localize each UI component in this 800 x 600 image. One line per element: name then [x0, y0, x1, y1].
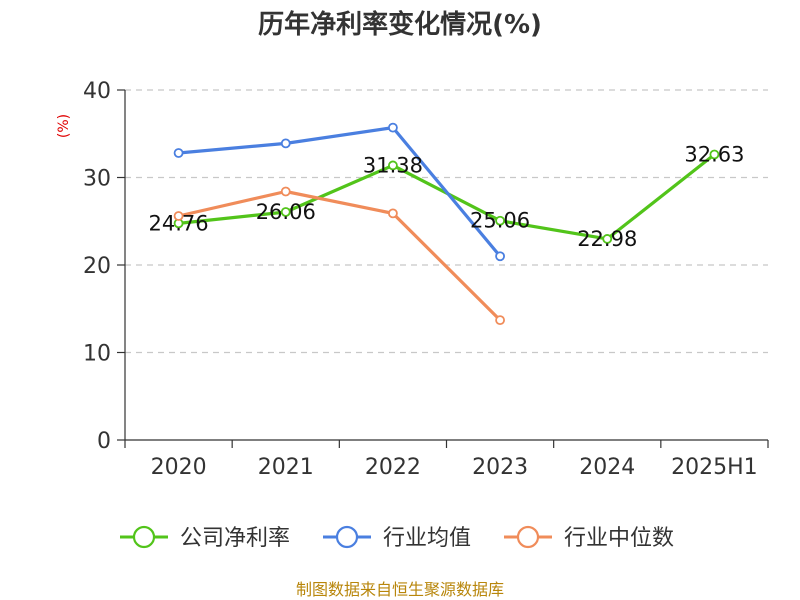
legend-marker — [516, 525, 540, 549]
data-label: 25.06 — [470, 209, 530, 233]
data-label: 22.98 — [577, 227, 637, 251]
data-point — [280, 207, 291, 217]
data-label: 31.38 — [363, 153, 423, 177]
grid-lines — [125, 89, 768, 354]
legend-marker — [335, 525, 359, 549]
legend-label: 公司净利率 — [180, 526, 290, 551]
y-tick-label: 30 — [83, 167, 111, 192]
data-point — [709, 149, 720, 160]
y-axis-unit: (%) — [56, 114, 72, 138]
legend-label: 行业中位数 — [564, 526, 674, 551]
legend: 公司净利率 行业均值 行业中位数 — [120, 525, 674, 551]
series-line — [178, 189, 502, 322]
x-tick-label: 2023 — [472, 455, 528, 480]
axes: 0 10 20 30 40 2020 2021 2022 2023 2024 2025H1 — [83, 79, 769, 480]
x-tick-label: 2021 — [258, 455, 314, 480]
legend-label: 行业均值 — [383, 526, 471, 551]
chart-title: 历年净利率变化情况(%) — [258, 9, 542, 40]
y-tick-label: 0 — [97, 429, 111, 454]
data-label: 24.76 — [149, 211, 209, 235]
y-tick-label: 20 — [83, 254, 111, 279]
data-point — [602, 234, 613, 244]
source-footer: 制图数据来自恒生聚源数据库 — [296, 580, 504, 599]
data-point — [173, 211, 184, 221]
series-line — [178, 126, 502, 258]
data-point — [495, 215, 505, 226]
data-point — [280, 138, 291, 149]
data-label: 26.06 — [256, 200, 316, 224]
data-point — [388, 122, 398, 133]
series-layer — [173, 122, 720, 326]
data-point — [173, 148, 184, 158]
data-point — [388, 160, 398, 171]
y-tick-label: 40 — [83, 79, 111, 104]
data-point — [388, 208, 398, 219]
data-point — [495, 251, 505, 262]
data-point — [280, 186, 291, 197]
x-tick-label: 2024 — [579, 455, 635, 480]
data-point — [495, 315, 505, 326]
y-tick-label: 10 — [83, 342, 111, 367]
data-label: 32.63 — [684, 142, 744, 166]
x-tick-label: 2025H1 — [671, 455, 758, 480]
legend-marker — [132, 525, 156, 549]
x-tick-label: 2022 — [365, 455, 421, 480]
data-labels: 24.76 26.06 31.38 25.06 22.98 32.63 — [149, 142, 745, 250]
x-tick-label: 2020 — [151, 455, 207, 480]
